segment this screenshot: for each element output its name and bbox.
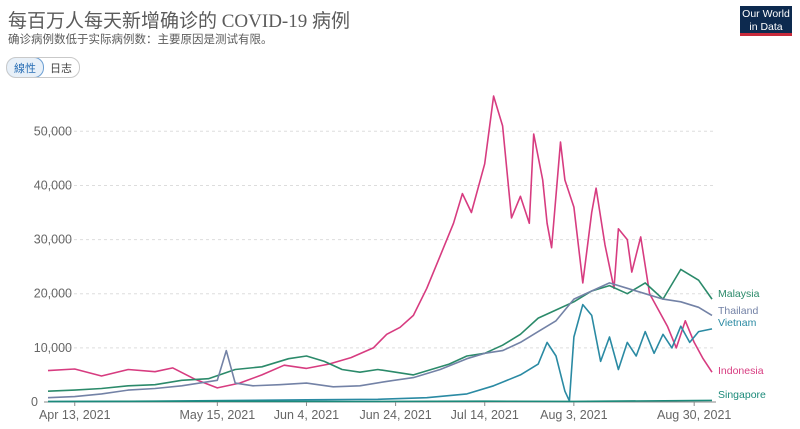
y-tick-label: 30,000 bbox=[34, 233, 72, 247]
y-tick-label: 10,000 bbox=[34, 341, 72, 355]
series-label-thailand[interactable]: Thailand bbox=[718, 305, 758, 317]
series-line-indonesia[interactable] bbox=[47, 95, 713, 389]
x-tick-label: Apr 13, 2021 bbox=[39, 408, 111, 422]
x-tick-label: Jun 4, 2021 bbox=[274, 408, 339, 422]
log-scale-button[interactable]: 日志 bbox=[50, 63, 72, 75]
logo-line-1: Our World bbox=[742, 8, 790, 20]
x-tick-label: Aug 30, 2021 bbox=[657, 408, 731, 422]
series-line-thailand[interactable] bbox=[47, 282, 713, 399]
chart-title: 每百万人每天新增确诊的 COVID-19 病例 bbox=[8, 11, 350, 32]
series-label-indonesia[interactable]: Indonesia bbox=[718, 365, 764, 377]
y-tick-label: 40,000 bbox=[34, 178, 72, 192]
y-tick-label: 50,000 bbox=[34, 124, 72, 138]
chart-subtitle: 确诊病例数低于实际病例数：主要原因是测试有限。 bbox=[8, 34, 273, 46]
series-line-vietnam[interactable] bbox=[47, 303, 713, 403]
series-label-malaysia[interactable]: Malaysia bbox=[718, 288, 760, 300]
linear-scale-button[interactable]: 線性 bbox=[7, 58, 44, 77]
series-line-singapore[interactable] bbox=[47, 399, 713, 403]
owid-logo[interactable]: Our World in Data bbox=[740, 6, 792, 36]
series-lines bbox=[47, 95, 713, 403]
x-tick-label: Jul 14, 2021 bbox=[451, 408, 519, 422]
series-line-malaysia[interactable] bbox=[47, 268, 713, 392]
y-tick-label: 20,000 bbox=[34, 287, 72, 301]
logo-line-2: in Data bbox=[749, 21, 783, 33]
x-tick-label: May 15, 2021 bbox=[179, 408, 255, 422]
axis-ticks: 0 10,000 20,000 30,000 40,000 50,000 Apr 13, 2… bbox=[31, 124, 731, 422]
scale-toggle[interactable]: 線性 日志 bbox=[6, 57, 80, 78]
series-label-singapore[interactable]: Singapore bbox=[718, 389, 766, 401]
x-tick-label: Jun 24, 2021 bbox=[359, 408, 431, 422]
series-label-vietnam[interactable]: Vietnam bbox=[718, 317, 757, 329]
y-tick-label: 0 bbox=[31, 395, 38, 409]
x-tick-label: Aug 3, 2021 bbox=[540, 408, 607, 422]
